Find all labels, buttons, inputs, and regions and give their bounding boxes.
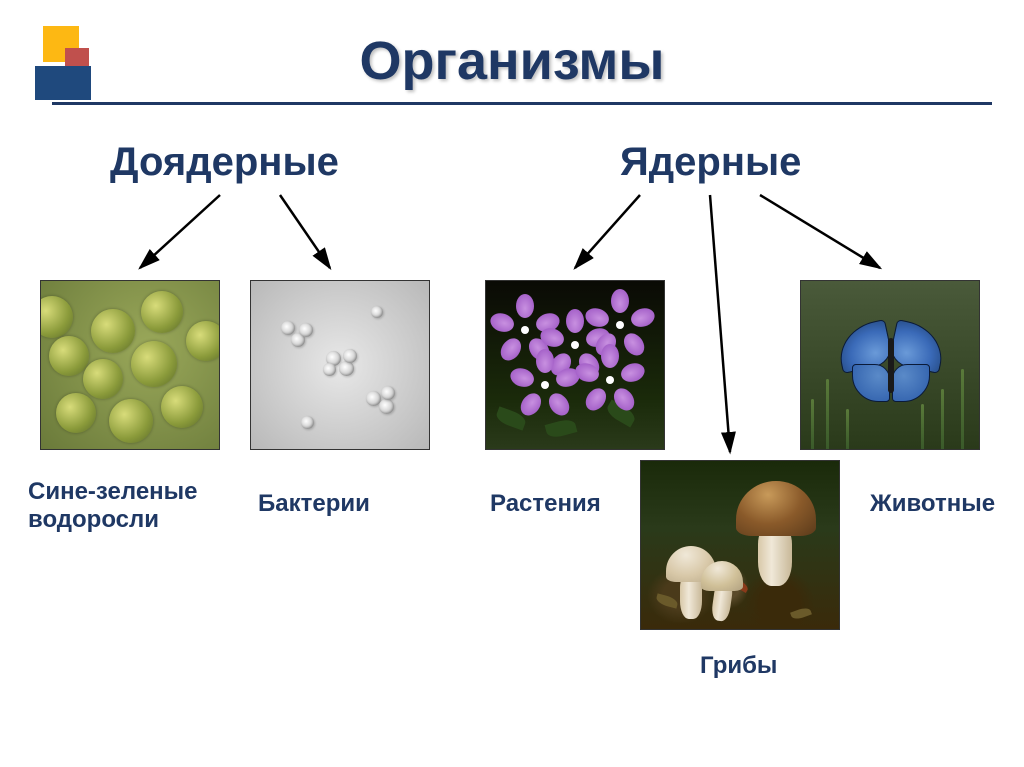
category-eukaryotes: Ядерные [620,140,801,185]
caption-bacteria: Бактерии [258,490,370,518]
image-bacteria [250,280,430,450]
image-animals [800,280,980,450]
caption-fungi: Грибы [700,652,777,680]
butterfly-icon [836,316,956,426]
image-fungi [640,460,840,630]
arrow-to-fungi [710,195,730,452]
title-underline [52,102,992,105]
arrow-to-bacteria [280,195,330,268]
arrow-to-animals [760,195,880,268]
slide-title: Организмы [0,30,1024,92]
image-algae [40,280,220,450]
caption-plants: Растения [490,490,601,518]
caption-animals: Животные [870,490,995,518]
arrow-to-plants [575,195,640,268]
image-plants [485,280,665,450]
caption-algae: Сине-зеленые водоросли [28,478,228,534]
category-prokaryotes: Доядерные [110,140,339,185]
arrow-to-algae [140,195,220,268]
